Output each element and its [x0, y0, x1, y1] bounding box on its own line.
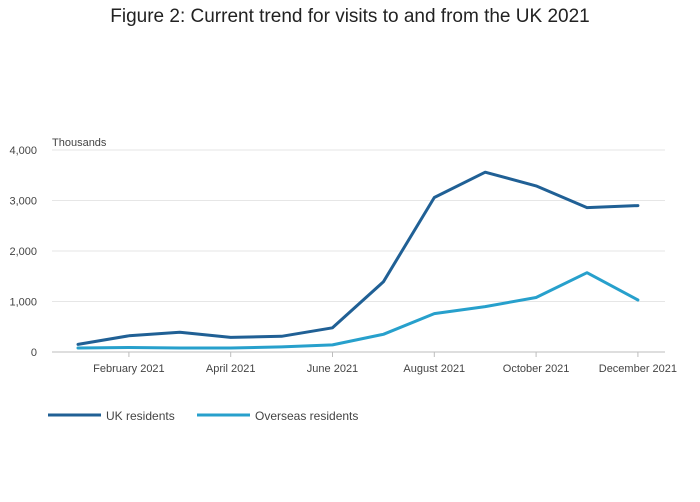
x-tick-label: December 2021	[599, 363, 677, 375]
chart-title: Figure 2: Current trend for visits to an…	[110, 6, 590, 27]
series-line-overseas-residents	[76, 271, 640, 350]
x-tick-label: October 2021	[503, 363, 570, 375]
legend-label: Overseas residents	[255, 409, 358, 423]
x-axis: February 2021 April 2021 June 2021 August 2…	[52, 351, 677, 375]
y-tick-label: 1,000	[9, 297, 37, 309]
gridlines	[52, 149, 665, 302]
y-axis: 0 1,000 2,000 3,000 4,000	[9, 145, 37, 359]
x-tick-label: August 2021	[403, 363, 465, 375]
series-line-uk-residents	[76, 170, 640, 346]
y-tick-label: 0	[31, 347, 37, 359]
y-tick-label: 3,000	[9, 196, 37, 208]
series-lines	[76, 170, 640, 350]
legend-label: UK residents	[106, 409, 175, 423]
x-tick-label: April 2021	[206, 363, 256, 375]
y-tick-label: 4,000	[9, 145, 37, 157]
x-tick-label: February 2021	[93, 363, 165, 375]
y-axis-label: Thousands	[52, 137, 107, 149]
legend: UK residents Overseas residents	[48, 409, 358, 423]
x-tick-label: June 2021	[307, 363, 358, 375]
y-tick-label: 2,000	[9, 246, 37, 258]
